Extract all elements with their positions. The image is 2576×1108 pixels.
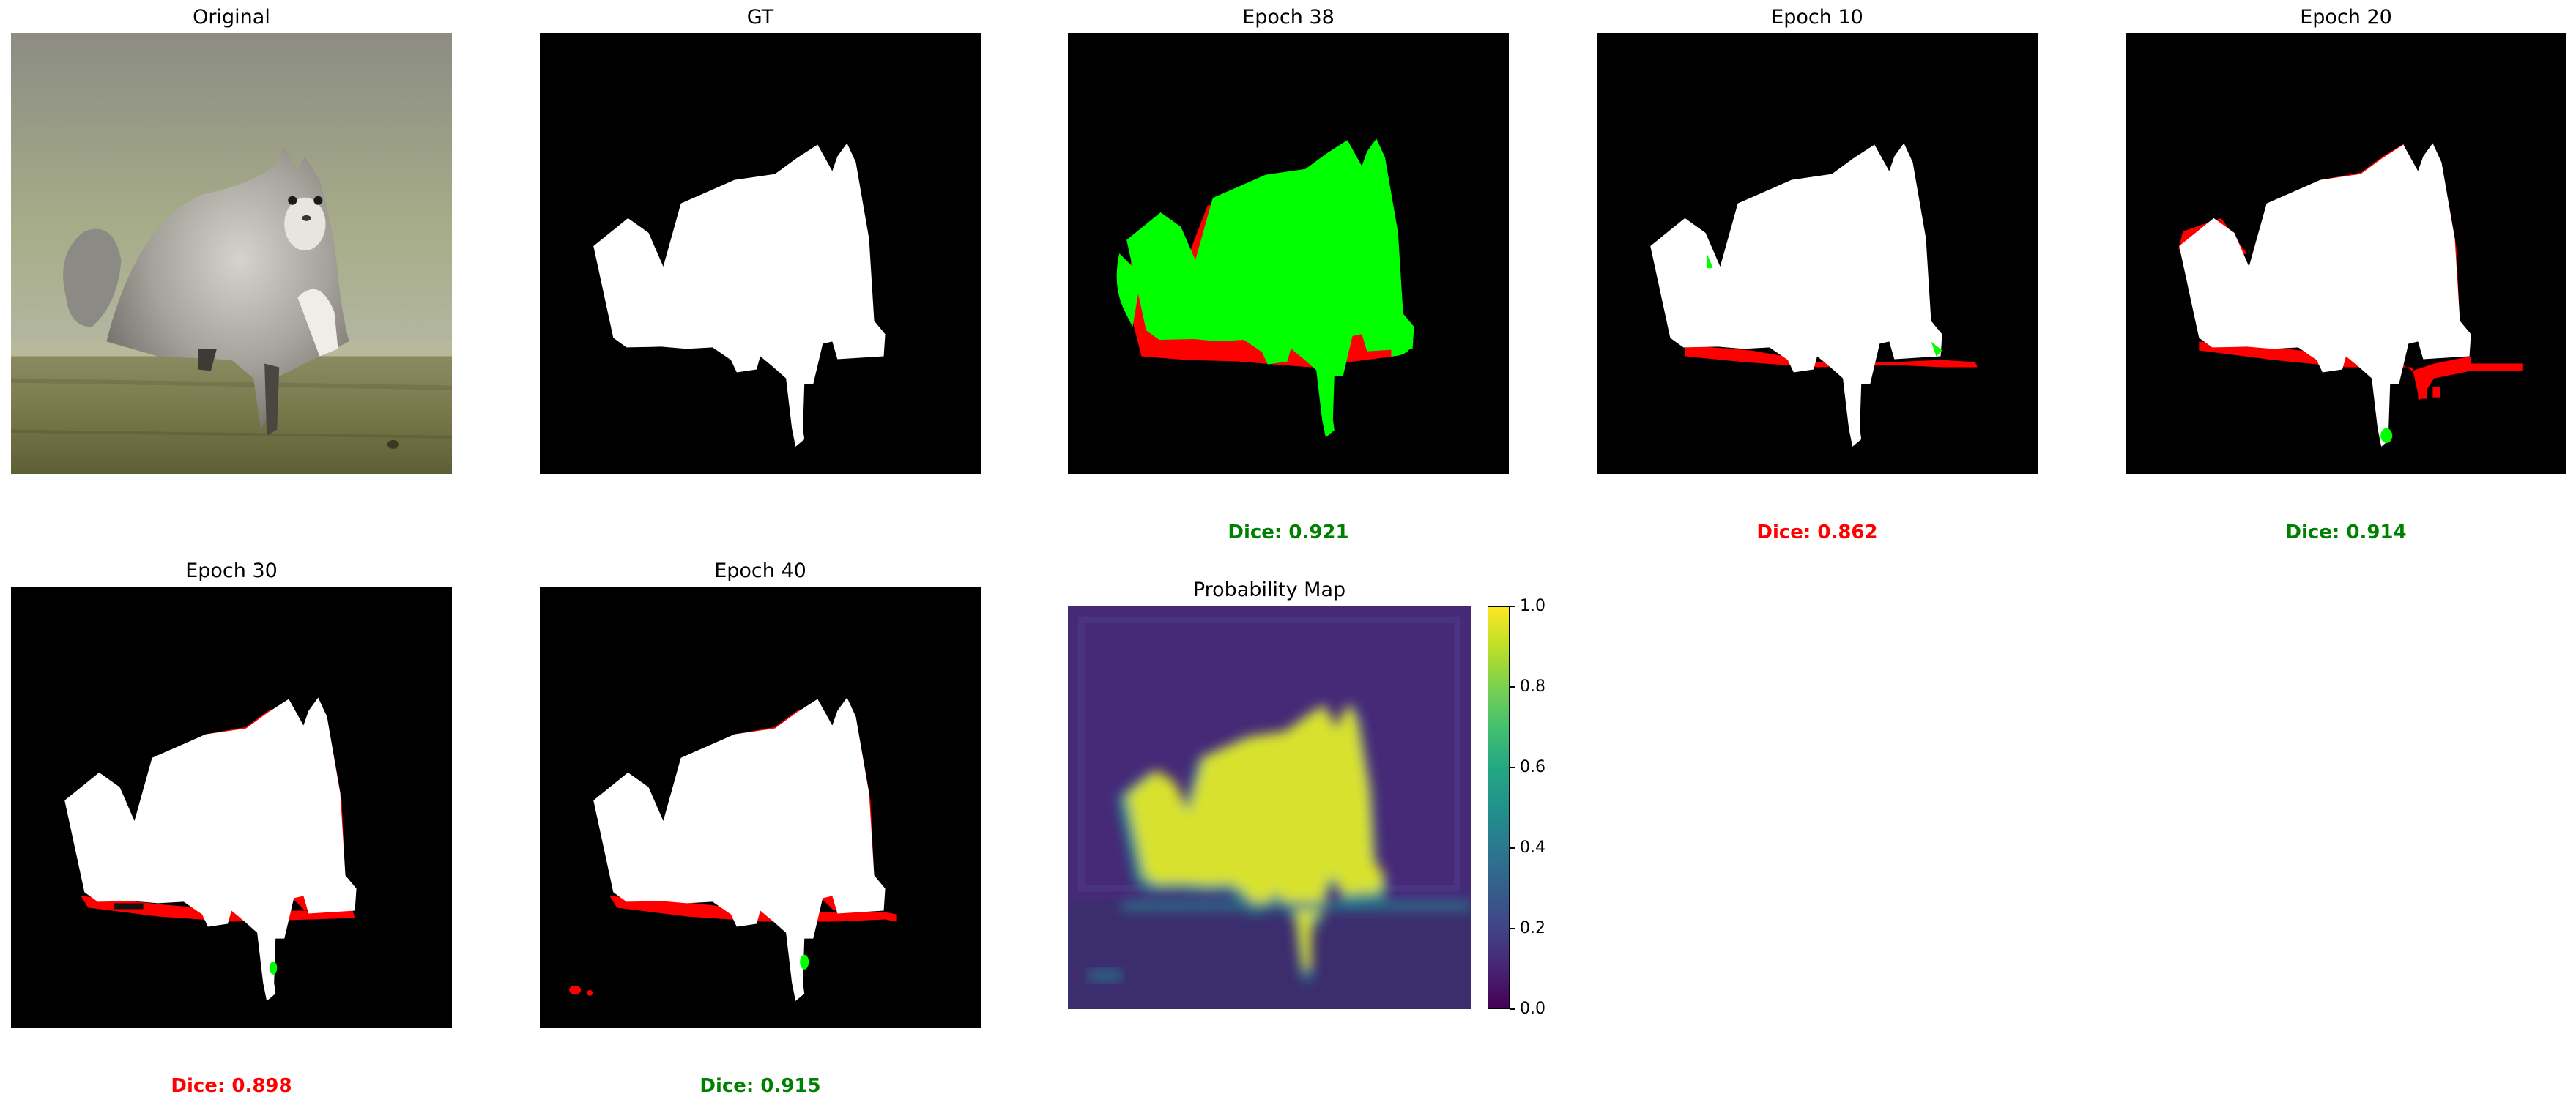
dice-epoch-40: Dice: 0.915 (699, 1075, 821, 1097)
epoch-30-overlay (11, 587, 452, 1028)
epoch-20-overlay (2126, 33, 2566, 474)
colorbar-tick-label: 1.0 (1520, 597, 1545, 615)
panel-title-original: Original (193, 6, 270, 29)
dice-epoch-30: Dice: 0.898 (171, 1075, 292, 1097)
colorbar-tick-label: 0.2 (1520, 919, 1545, 937)
colorbar-tick-label: 0.8 (1520, 677, 1545, 696)
panel-title-gt: GT (746, 6, 774, 29)
panel-title-epoch-30: Epoch 30 (185, 559, 278, 582)
panel-title-epoch-38: Epoch 38 (1242, 6, 1335, 29)
colorbar-tick-mark (1510, 767, 1515, 768)
colorbar-tick-mark (1510, 847, 1515, 849)
ground-truth-mask (540, 33, 981, 474)
colorbar (1488, 606, 1510, 1009)
dice-epoch-10: Dice: 0.862 (1756, 521, 1878, 543)
panel-title-probability-map: Probability Map (1192, 579, 1346, 601)
probability-map-image (1068, 606, 1471, 1009)
panel-title-epoch-40: Epoch 40 (714, 559, 806, 582)
colorbar-tick-mark (1510, 928, 1515, 929)
epoch-40-overlay (540, 587, 981, 1028)
dice-epoch-38: Dice: 0.921 (1228, 521, 1349, 543)
colorbar-tick-label: 0.4 (1520, 839, 1545, 857)
colorbar-tick-mark (1510, 686, 1515, 688)
epoch-38-overlay (1068, 33, 1509, 474)
colorbar-tick-label: 0.0 (1520, 1000, 1545, 1018)
colorbar-tick-mark (1510, 1008, 1515, 1010)
epoch-10-overlay (1597, 33, 2038, 474)
colorbar-tick-label: 0.6 (1520, 758, 1545, 776)
colorbar-tick-mark (1510, 606, 1515, 607)
panel-title-epoch-10: Epoch 10 (1771, 6, 1863, 29)
panel-title-epoch-20: Epoch 20 (2300, 6, 2392, 29)
original-image (11, 33, 452, 474)
dice-epoch-20: Dice: 0.914 (2285, 521, 2407, 543)
